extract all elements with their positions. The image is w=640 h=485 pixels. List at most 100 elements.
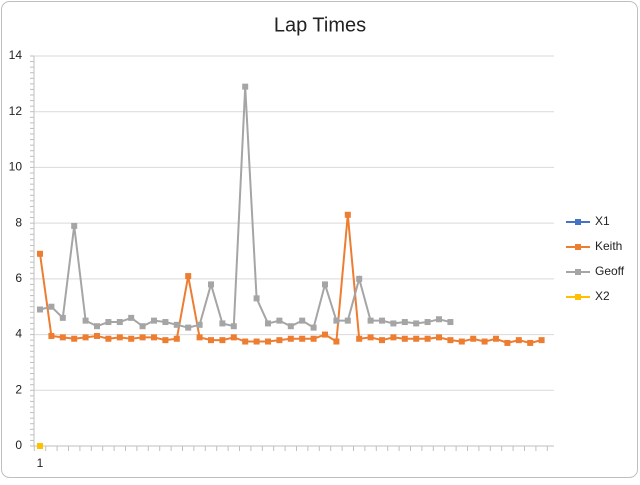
series-marker	[344, 317, 351, 324]
series-marker	[94, 323, 100, 330]
series-marker	[310, 324, 317, 331]
series-marker	[71, 222, 78, 229]
series-marker	[253, 338, 260, 345]
series-marker	[185, 273, 192, 280]
series-marker	[413, 320, 420, 327]
series-marker	[253, 295, 260, 302]
series-marker	[128, 314, 135, 321]
legend-label: Keith	[595, 239, 622, 253]
series-marker	[458, 338, 465, 345]
series-marker	[162, 337, 169, 344]
series-marker	[105, 335, 112, 342]
series-marker	[230, 334, 237, 341]
series-marker	[493, 335, 499, 342]
series-marker	[447, 319, 454, 326]
series-marker	[59, 314, 66, 321]
series-marker	[82, 334, 89, 341]
series-marker	[322, 331, 328, 338]
legend-label: X2	[595, 289, 610, 303]
series-marker	[379, 317, 385, 324]
series-marker	[116, 334, 123, 341]
series-marker	[139, 334, 146, 341]
series-marker	[390, 334, 397, 341]
series-marker	[413, 335, 420, 342]
series-marker	[401, 335, 408, 342]
y-tick-label: 8	[15, 215, 22, 229]
y-tick-label: 6	[15, 271, 22, 285]
y-tick-label: 4	[15, 327, 22, 341]
legend-marker	[575, 269, 581, 275]
x-tick-label: 1	[37, 456, 44, 470]
series-marker	[367, 317, 374, 324]
y-tick-label: 14	[9, 48, 23, 62]
series-marker	[481, 338, 488, 345]
series-marker	[333, 338, 340, 345]
legend-label: X1	[595, 214, 610, 228]
series-marker	[37, 443, 43, 449]
chart-border	[1, 1, 638, 478]
series-marker	[322, 281, 328, 288]
series-marker	[242, 338, 249, 345]
series-marker	[390, 320, 397, 327]
series-marker	[128, 335, 135, 342]
series-marker	[527, 339, 534, 346]
series-marker	[196, 334, 203, 341]
legend-marker	[575, 244, 581, 250]
legend-label: Geoff	[595, 264, 625, 278]
series-marker	[230, 323, 237, 330]
y-tick-label: 2	[15, 382, 22, 396]
series-marker	[48, 303, 55, 310]
y-tick-label: 0	[15, 438, 22, 452]
series-marker	[265, 320, 271, 327]
series-marker	[162, 319, 169, 326]
series-marker	[105, 319, 112, 326]
legend-marker	[575, 219, 581, 225]
series-marker	[151, 334, 157, 341]
y-tick-label: 10	[9, 160, 23, 174]
series-marker	[379, 337, 385, 344]
series-marker	[356, 335, 363, 342]
series-marker	[265, 338, 271, 345]
series-marker	[538, 337, 545, 344]
series-marker	[37, 306, 43, 313]
series-marker	[470, 335, 477, 342]
series-marker	[37, 250, 43, 257]
series-marker	[276, 317, 283, 324]
series-marker	[310, 335, 317, 342]
series-marker	[82, 317, 89, 324]
series-marker	[287, 335, 294, 342]
y-tick-label: 12	[9, 104, 23, 118]
series-marker	[173, 335, 180, 342]
series-marker	[424, 335, 431, 342]
series-marker	[48, 332, 55, 339]
series-marker	[447, 337, 454, 344]
series-marker	[287, 323, 294, 330]
series-marker	[116, 319, 123, 326]
series-marker	[436, 316, 442, 323]
series-marker	[356, 275, 363, 282]
series-marker	[208, 337, 214, 344]
series-marker	[367, 334, 374, 341]
chart-title: Lap Times	[274, 14, 366, 36]
series-marker	[173, 321, 180, 328]
series-marker	[94, 332, 100, 339]
series-marker	[515, 337, 522, 344]
series-marker	[401, 319, 408, 326]
series-marker	[276, 337, 283, 344]
series-marker	[196, 321, 203, 328]
series-marker	[242, 83, 249, 90]
series-marker	[333, 317, 340, 324]
series-marker	[151, 317, 157, 324]
series-marker	[299, 335, 306, 342]
series-marker	[344, 211, 351, 218]
legend-marker	[575, 294, 581, 300]
series-marker	[71, 335, 78, 342]
series-marker	[424, 319, 431, 326]
series-marker	[299, 317, 306, 324]
series-marker	[185, 324, 192, 331]
series-marker	[504, 339, 511, 346]
series-marker	[139, 323, 146, 330]
series-marker	[219, 320, 226, 327]
series-marker	[219, 337, 226, 344]
